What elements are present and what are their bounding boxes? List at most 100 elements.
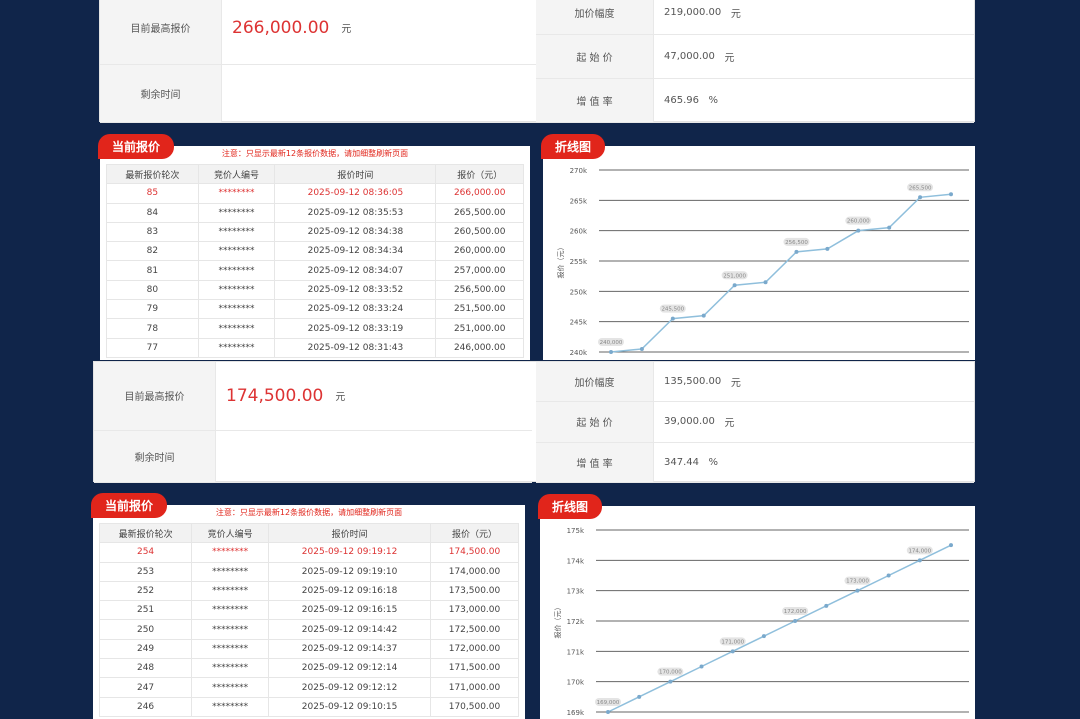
table-cell: ********: [191, 561, 270, 582]
data-label-bg: [721, 271, 748, 280]
data-point: [609, 350, 613, 354]
y-tick-label: 172k: [567, 618, 585, 626]
current-high-label: 目前最高报价: [94, 362, 216, 431]
unit: %: [708, 95, 719, 106]
table-cell: 2025-09-12 08:36:05: [274, 183, 437, 204]
y-axis-label: 报价（元）: [553, 604, 562, 639]
table-cell: ********: [191, 658, 270, 679]
data-label: 173,000: [846, 579, 869, 585]
data-label-bg: [783, 237, 810, 246]
table-cell: ********: [191, 696, 270, 717]
table-cell: ********: [197, 241, 276, 262]
data-label-bg: [657, 667, 684, 676]
data-label: 245,500: [661, 307, 684, 313]
line-chart: 240k 245k 250k 255k 260k 265k 270k 报价（元） 240,000…: [556, 167, 969, 357]
table-cell: 2025-09-12 08:33:19: [274, 318, 437, 339]
data-point: [699, 664, 704, 669]
table-cell: 260,000.00: [435, 241, 524, 262]
data-label: 169,000: [597, 700, 620, 706]
table-row: 78 ******** 2025-09-12 08:33:19 251,000.00: [106, 318, 524, 339]
data-point: [761, 634, 766, 639]
table-row: 77 ******** 2025-09-12 08:31:43 246,000.00: [106, 337, 524, 358]
table-cell: 2025-09-12 09:12:12: [268, 677, 431, 698]
table-row: 254 ******** 2025-09-12 09:19:12 174,500.00: [98, 542, 520, 563]
table-cell: 84: [106, 202, 199, 223]
table-cell: 265,500.00: [435, 202, 524, 223]
table-cell: 173,000.00: [429, 600, 520, 621]
table-cell: 174,000.00: [429, 561, 520, 582]
y-tick-label: 265k: [570, 197, 588, 205]
table-row: 249 ******** 2025-09-12 09:14:37 172,000.00: [98, 638, 520, 660]
data-label-bg: [595, 698, 621, 706]
current-high-value: 266,000.00: [232, 17, 330, 38]
table-row: 80 ******** 2025-09-12 08:33:52 256,500.00: [106, 279, 524, 301]
table-cell: ********: [191, 677, 270, 698]
table-cell: 2025-09-12 09:10:15: [268, 696, 431, 717]
unit: 元: [724, 418, 735, 430]
y-tick-label: 170k: [567, 679, 585, 687]
increase-label: 加价幅度: [536, 362, 654, 403]
table-cell: 2025-09-12 09:14:42: [268, 619, 431, 640]
table-row: 247 ******** 2025-09-12 09:12:12 171,000.00: [98, 677, 520, 698]
data-label: 256,500: [785, 240, 808, 246]
col-header: 报价时间: [268, 522, 431, 544]
table-row: 252 ******** 2025-09-12 09:16:18 173,500.00: [98, 580, 520, 602]
data-point: [701, 313, 706, 318]
unit: 元: [730, 378, 741, 390]
bids-panel-0: 当前报价 注意：只显示最新12条报价数据，请加细整刷新页面 最新报价轮次 竞价人编…: [98, 134, 530, 360]
unit: 元: [724, 53, 735, 64]
y-tick-label: 240k: [570, 349, 588, 357]
data-point: [794, 249, 799, 254]
table-cell: 79: [106, 299, 199, 320]
table-row: 83 ******** 2025-09-12 08:34:38 260,500.00: [106, 221, 524, 243]
table-cell: 2025-09-12 09:16:18: [268, 580, 431, 602]
data-point: [637, 694, 642, 699]
increase-label: 加价幅度: [536, 0, 654, 35]
data-point: [917, 558, 922, 563]
table-cell: ********: [197, 221, 276, 243]
data-label: 260,000: [847, 219, 870, 225]
data-point: [732, 283, 737, 288]
bids-table: 最新报价轮次 竞价人编号 报价时间 报价（元） 254 ******** 2025-09-…: [98, 522, 520, 717]
table-cell: ********: [191, 580, 270, 602]
auction-summary-1: 目前最高报价 174,500.00 元 剩余时间 加价幅度 135,500.00 …: [93, 361, 975, 483]
current-high-label: 目前最高报价: [100, 0, 222, 65]
table-cell: 266,000.00: [435, 183, 524, 204]
table-row: 251 ******** 2025-09-12 09:16:15 173,000.00: [98, 600, 520, 621]
start-value: 47,000.00: [664, 51, 715, 62]
table-cell: 171,500.00: [429, 658, 520, 679]
table-cell: ********: [197, 337, 276, 358]
remaining-label: 剩余时间: [94, 430, 216, 483]
table-cell: 250: [98, 619, 193, 640]
rate-label: 增 值 率: [536, 442, 654, 483]
data-point: [606, 710, 610, 714]
data-point: [730, 649, 735, 654]
data-point: [949, 192, 953, 197]
y-tick-label: 171k: [567, 648, 585, 656]
table-cell: 260,500.00: [435, 221, 524, 243]
table-cell: 2025-09-12 08:34:07: [274, 260, 437, 281]
table-cell: ********: [197, 299, 276, 320]
bids-table: 最新报价轮次 竞价人编号 报价时间 报价（元） 85 ******** 2025-09-1…: [106, 163, 524, 358]
col-header: 最新报价轮次: [98, 522, 193, 544]
table-cell: ********: [191, 619, 270, 640]
data-point: [639, 346, 644, 351]
unit: 元: [335, 392, 346, 404]
table-cell: ********: [197, 318, 276, 339]
table-cell: 174,500.00: [429, 542, 520, 563]
current-high-value: 174,500.00: [226, 385, 324, 406]
table-cell: 83: [106, 221, 199, 243]
rate-value: 347.44: [664, 456, 699, 468]
data-label-bg: [906, 546, 933, 555]
data-point: [886, 573, 891, 578]
remaining-value: [216, 431, 532, 483]
series-line: [610, 193, 952, 353]
table-row: 84 ******** 2025-09-12 08:35:53 265,500.00: [106, 202, 524, 223]
chart-panel-0: 240k 245k 250k 255k 260k 265k 270k 报价（元） 240,000…: [541, 134, 975, 360]
data-label: 171,000: [721, 639, 744, 645]
start-label: 起 始 价: [536, 402, 654, 443]
table-cell: ********: [191, 600, 270, 621]
data-point: [856, 228, 861, 233]
line-chart: 169k 170k 171k 172k 173k 174k 175k 报价（元） 169,000…: [553, 527, 969, 717]
table-cell: 254: [98, 542, 193, 563]
